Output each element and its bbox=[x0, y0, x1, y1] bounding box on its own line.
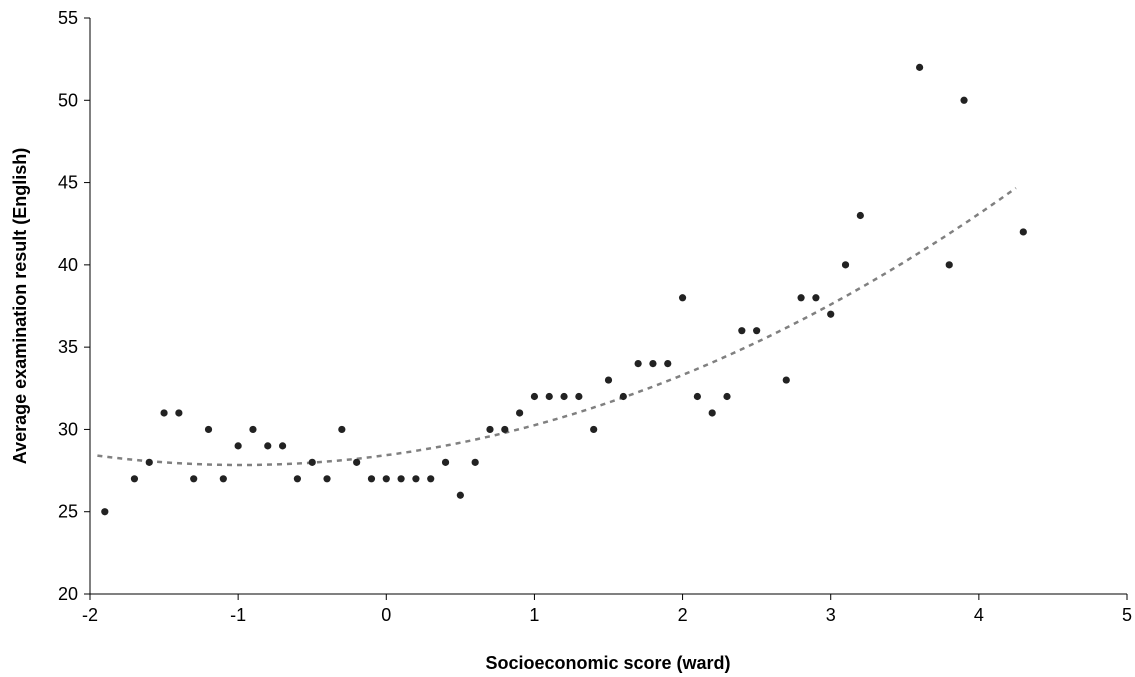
data-point bbox=[812, 294, 820, 302]
y-tick-label: 50 bbox=[58, 90, 78, 110]
data-point bbox=[634, 360, 642, 368]
data-point bbox=[664, 360, 672, 368]
data-point bbox=[590, 425, 598, 434]
x-axis-title: Socioeconomic score (ward) bbox=[485, 653, 730, 673]
data-point bbox=[471, 458, 479, 466]
data-point bbox=[604, 376, 613, 384]
y-tick-label: 40 bbox=[58, 255, 78, 275]
data-point bbox=[516, 409, 524, 417]
data-point bbox=[249, 425, 257, 434]
data-point bbox=[308, 458, 316, 466]
data-point bbox=[412, 475, 420, 483]
y-tick-label: 55 bbox=[58, 8, 78, 28]
data-point bbox=[190, 475, 198, 483]
y-tick-label: 35 bbox=[58, 337, 78, 357]
data-point bbox=[353, 458, 361, 466]
data-point bbox=[723, 392, 731, 401]
data-point bbox=[234, 442, 242, 450]
data-point bbox=[945, 261, 953, 269]
y-axis-title: Average examination result (English) bbox=[10, 148, 30, 464]
data-point bbox=[101, 508, 109, 516]
data-point bbox=[160, 409, 168, 417]
trendline bbox=[97, 186, 1017, 467]
data-point bbox=[441, 458, 450, 466]
data-point bbox=[145, 458, 153, 466]
x-tick-label: 0 bbox=[381, 605, 391, 625]
y-tick-label: 45 bbox=[58, 173, 78, 193]
data-point bbox=[619, 392, 627, 401]
data-point bbox=[1019, 228, 1027, 236]
data-point bbox=[501, 425, 509, 434]
data-point bbox=[708, 409, 716, 417]
data-point bbox=[797, 294, 805, 302]
y-axis-ticks: 20 25 30 35 40 45 50 55 bbox=[58, 8, 90, 604]
data-point bbox=[916, 63, 924, 71]
data-point bbox=[738, 327, 746, 335]
data-point bbox=[204, 425, 213, 434]
x-tick-label: 2 bbox=[678, 605, 688, 625]
y-tick-label: 30 bbox=[58, 419, 78, 439]
data-points bbox=[101, 63, 1027, 516]
data-point bbox=[649, 360, 657, 368]
x-tick-label: 1 bbox=[529, 605, 539, 625]
data-point bbox=[753, 327, 761, 335]
data-point bbox=[530, 392, 539, 401]
data-point bbox=[382, 475, 390, 483]
data-point bbox=[841, 261, 850, 269]
y-tick-label: 20 bbox=[58, 584, 78, 604]
x-tick-label: 4 bbox=[974, 605, 984, 625]
x-tick-label: 3 bbox=[826, 605, 836, 625]
data-point bbox=[693, 392, 701, 401]
data-point bbox=[960, 96, 968, 104]
data-point bbox=[545, 392, 553, 401]
data-point bbox=[293, 475, 301, 483]
data-point bbox=[175, 409, 183, 417]
y-tick-label: 25 bbox=[58, 502, 78, 522]
data-point bbox=[827, 310, 835, 318]
data-point bbox=[678, 294, 687, 302]
data-point bbox=[456, 491, 464, 499]
data-point bbox=[397, 475, 405, 483]
data-point bbox=[575, 392, 583, 401]
data-point bbox=[130, 475, 139, 483]
data-point bbox=[486, 425, 494, 434]
data-point bbox=[219, 475, 227, 483]
data-point bbox=[782, 376, 790, 384]
data-point bbox=[278, 442, 287, 450]
data-point bbox=[367, 475, 376, 483]
data-point bbox=[323, 475, 331, 483]
data-point bbox=[856, 211, 864, 220]
data-point bbox=[427, 475, 435, 483]
x-tick-label: 5 bbox=[1122, 605, 1132, 625]
x-axis-ticks: -2 -1 0 1 2 3 4 5 bbox=[82, 594, 1132, 625]
x-tick-label: -1 bbox=[230, 605, 246, 625]
x-tick-label: -2 bbox=[82, 605, 98, 625]
data-point bbox=[264, 442, 272, 450]
data-point bbox=[560, 392, 568, 401]
data-point bbox=[338, 425, 346, 434]
